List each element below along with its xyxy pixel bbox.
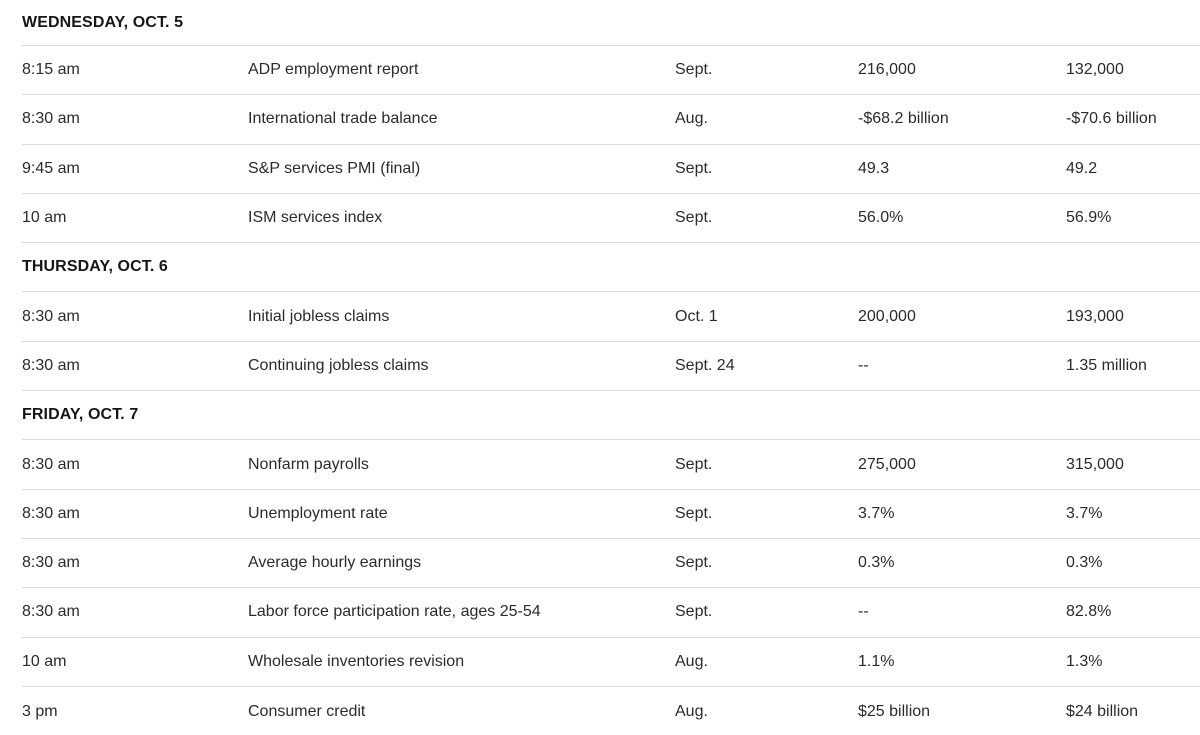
value2-cell: 1.3%	[1066, 652, 1103, 670]
section-header: THURSDAY, OCT. 6	[22, 258, 168, 276]
value2-cell: 1.35 million	[1066, 356, 1147, 374]
time-cell: 3 pm	[22, 702, 58, 720]
table-row: 8:30 am Average hourly earnings Sept. 0.…	[22, 539, 1200, 589]
table-row: 8:30 am Nonfarm payrolls Sept. 275,000 3…	[22, 440, 1200, 490]
economic-calendar-table: WEDNESDAY, OCT. 5 8:15 am ADP employment…	[22, 0, 1200, 735]
table-row: 10 am Wholesale inventories revision Aug…	[22, 638, 1200, 687]
time-cell: 8:15 am	[22, 61, 80, 79]
section-header: WEDNESDAY, OCT. 5	[22, 13, 184, 31]
time-cell: 8:30 am	[22, 603, 80, 621]
value1-cell: $25 billion	[858, 702, 931, 720]
table-row: 8:30 am Initial jobless claims Oct. 1 20…	[22, 292, 1200, 342]
period-cell: Sept.	[675, 455, 713, 473]
period-cell: Aug.	[675, 702, 708, 720]
period-cell: Sept.	[675, 159, 713, 177]
report-cell: Labor force participation rate, ages 25-…	[248, 603, 541, 621]
time-cell: 8:30 am	[22, 504, 80, 522]
value2-cell: 56.9%	[1066, 209, 1112, 227]
report-cell: Unemployment rate	[248, 504, 388, 522]
period-cell: Sept.	[675, 603, 713, 621]
value1-cell: 0.3%	[858, 554, 895, 572]
value1-cell: 275,000	[858, 455, 916, 473]
section-header-row: FRIDAY, OCT. 7	[22, 391, 1200, 441]
section-header-row: WEDNESDAY, OCT. 5	[22, 0, 1200, 46]
value2-cell: 132,000	[1066, 61, 1124, 79]
period-cell: Aug.	[675, 110, 708, 128]
report-cell: ADP employment report	[248, 61, 419, 79]
value1-cell: --	[858, 356, 869, 374]
value1-cell: 1.1%	[858, 652, 895, 670]
time-cell: 8:30 am	[22, 554, 80, 572]
value2-cell: -$70.6 billion	[1066, 110, 1157, 128]
table-row: 8:30 am Unemployment rate Sept. 3.7% 3.7…	[22, 490, 1200, 539]
period-cell: Oct. 1	[675, 307, 718, 325]
period-cell: Sept.	[675, 209, 713, 227]
table-row: 8:15 am ADP employment report Sept. 216,…	[22, 46, 1200, 96]
report-cell: S&P services PMI (final)	[248, 159, 421, 177]
section-header-row: THURSDAY, OCT. 6	[22, 243, 1200, 293]
time-cell: 8:30 am	[22, 356, 80, 374]
time-cell: 10 am	[22, 209, 67, 227]
value2-cell: 3.7%	[1066, 504, 1103, 522]
report-cell: International trade balance	[248, 110, 438, 128]
value2-cell: 49.2	[1066, 159, 1098, 177]
section-header: FRIDAY, OCT. 7	[22, 406, 139, 424]
value1-cell: 3.7%	[858, 504, 895, 522]
value2-cell: 315,000	[1066, 455, 1124, 473]
value1-cell: 56.0%	[858, 209, 904, 227]
value2-cell: 193,000	[1066, 307, 1124, 325]
table-row: 8:30 am Labor force participation rate, …	[22, 588, 1200, 638]
report-cell: ISM services index	[248, 209, 383, 227]
report-cell: Initial jobless claims	[248, 307, 390, 325]
time-cell: 10 am	[22, 652, 67, 670]
table-row: 3 pm Consumer credit Aug. $25 billion $2…	[22, 687, 1200, 735]
time-cell: 8:30 am	[22, 455, 80, 473]
table-row: 8:30 am International trade balance Aug.…	[22, 95, 1200, 145]
value2-cell: $24 billion	[1066, 702, 1139, 720]
value1-cell: --	[858, 603, 869, 621]
time-cell: 9:45 am	[22, 159, 80, 177]
table-row: 8:30 am Continuing jobless claims Sept. …	[22, 342, 1200, 392]
table-row: 10 am ISM services index Sept. 56.0% 56.…	[22, 194, 1200, 244]
period-cell: Sept.	[675, 504, 713, 522]
value1-cell: 216,000	[858, 61, 916, 79]
report-cell: Consumer credit	[248, 702, 366, 720]
report-cell: Wholesale inventories revision	[248, 652, 465, 670]
table-row: 9:45 am S&P services PMI (final) Sept. 4…	[22, 145, 1200, 194]
report-cell: Continuing jobless claims	[248, 356, 429, 374]
period-cell: Sept.	[675, 61, 713, 79]
time-cell: 8:30 am	[22, 307, 80, 325]
value2-cell: 0.3%	[1066, 554, 1103, 572]
time-cell: 8:30 am	[22, 110, 80, 128]
value2-cell: 82.8%	[1066, 603, 1112, 621]
value1-cell: 200,000	[858, 307, 916, 325]
report-cell: Average hourly earnings	[248, 554, 422, 572]
period-cell: Sept.	[675, 554, 713, 572]
period-cell: Sept. 24	[675, 356, 735, 374]
value1-cell: 49.3	[858, 159, 890, 177]
value1-cell: -$68.2 billion	[858, 110, 949, 128]
report-cell: Nonfarm payrolls	[248, 455, 369, 473]
period-cell: Aug.	[675, 652, 708, 670]
